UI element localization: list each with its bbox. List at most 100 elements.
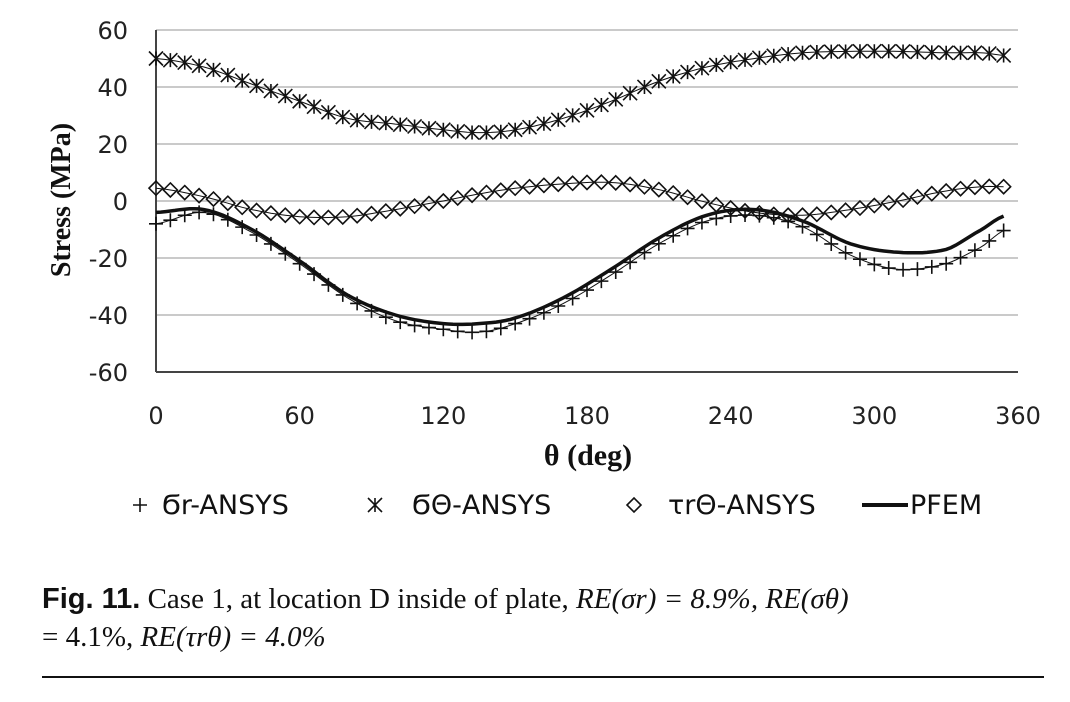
data-point	[766, 48, 782, 64]
caption-text: Case 1, at location D inside of plate,	[147, 583, 569, 615]
data-point	[392, 200, 409, 217]
data-point	[378, 115, 394, 131]
y-tick-label: 60	[97, 17, 128, 45]
data-point	[550, 112, 566, 128]
data-point	[191, 58, 207, 74]
data-point	[608, 91, 624, 107]
data-point	[162, 181, 179, 199]
data-point	[479, 324, 494, 339]
data-point	[249, 78, 265, 94]
data-point	[881, 43, 897, 59]
legend-marker	[133, 498, 147, 512]
data-point	[465, 325, 480, 340]
series-line	[155, 206, 1005, 327]
data-point	[536, 116, 552, 132]
data-point	[521, 178, 538, 195]
caption-re-sigma-theta-value: = 4.1%,	[42, 621, 134, 653]
data-point	[966, 179, 984, 196]
data-point	[621, 176, 639, 193]
legend-label: Ϭr-ANSYS	[162, 490, 289, 521]
data-point	[478, 184, 495, 201]
x-tick-label: 60	[284, 402, 315, 430]
data-point	[924, 259, 939, 274]
legend: Ϭr-ANSYS ϬΘ-ANSYS τrΘ-ANSYS PFEM	[133, 490, 982, 521]
data-point	[837, 202, 854, 219]
x-tick-label: 180	[564, 402, 610, 430]
data-point	[952, 45, 969, 61]
data-point	[377, 203, 394, 220]
y-tick-label: 0	[113, 188, 128, 216]
data-point	[578, 174, 596, 191]
data-point	[824, 236, 839, 251]
y-tick-label: -60	[89, 359, 128, 387]
x-tick-label: 0	[148, 402, 163, 430]
data-point	[823, 44, 839, 60]
data-point	[149, 216, 163, 231]
data-point	[450, 123, 466, 139]
data-point	[478, 124, 494, 141]
y-axis-label: Stress (MPa)	[46, 123, 77, 277]
legend-label: PFEM	[910, 490, 982, 521]
data-point	[952, 180, 969, 197]
legend-item: Ϭr-ANSYS	[133, 490, 289, 521]
data-point	[363, 205, 380, 222]
data-point	[838, 245, 853, 260]
y-tick-labels: 60 40 20 0 -20 -40 -60	[89, 17, 128, 387]
data-point	[708, 57, 724, 73]
data-point	[866, 43, 882, 59]
data-point	[263, 83, 279, 99]
data-point	[751, 50, 767, 66]
data-point	[435, 122, 451, 138]
data-point	[680, 64, 696, 80]
data-point	[421, 120, 437, 136]
data-point	[291, 208, 308, 225]
x-tick-label: 240	[708, 402, 754, 430]
caption-rule	[42, 676, 1044, 678]
data-point	[349, 207, 366, 224]
data-point	[881, 261, 896, 276]
data-point	[564, 175, 581, 192]
pfem-line	[155, 206, 1005, 327]
data-point	[650, 181, 667, 198]
y-tick-label: -40	[89, 302, 128, 330]
series-asterisk	[148, 43, 1012, 141]
data-point	[521, 119, 538, 135]
data-point	[363, 114, 380, 130]
data-point	[320, 209, 337, 226]
data-point	[622, 85, 638, 101]
legend-item: τrΘ-ANSYS	[625, 490, 816, 521]
data-point	[780, 46, 796, 62]
data-point	[967, 45, 983, 61]
data-point	[866, 197, 883, 214]
data-point	[579, 102, 595, 118]
caption-re-tau: RE(τrθ) = 4.0%	[140, 621, 326, 653]
data-point	[550, 176, 567, 193]
data-point	[636, 79, 653, 95]
data-point	[493, 124, 509, 140]
data-point	[565, 107, 581, 123]
caption-re-sigma-r: RE(σr) = 8.9%,	[576, 583, 759, 615]
data-point	[996, 223, 1011, 238]
data-point	[909, 188, 926, 205]
data-point	[320, 104, 336, 120]
data-point	[651, 73, 667, 89]
data-point	[694, 60, 710, 76]
data-point	[867, 257, 882, 272]
data-point	[981, 178, 998, 195]
data-point	[823, 204, 840, 221]
data-point	[234, 199, 251, 216]
data-point	[852, 252, 867, 267]
data-point	[996, 47, 1012, 64]
data-point	[147, 180, 165, 197]
data-point	[938, 182, 955, 200]
data-point	[450, 324, 465, 339]
data-point	[939, 256, 954, 271]
series-diamond	[147, 174, 1012, 226]
y-tick-label: 20	[97, 131, 128, 159]
data-point	[205, 62, 222, 78]
y-tick-label: 40	[97, 74, 128, 102]
data-point	[967, 243, 982, 258]
data-point	[205, 190, 222, 208]
legend-item: PFEM	[862, 490, 982, 521]
data-point	[406, 198, 423, 215]
